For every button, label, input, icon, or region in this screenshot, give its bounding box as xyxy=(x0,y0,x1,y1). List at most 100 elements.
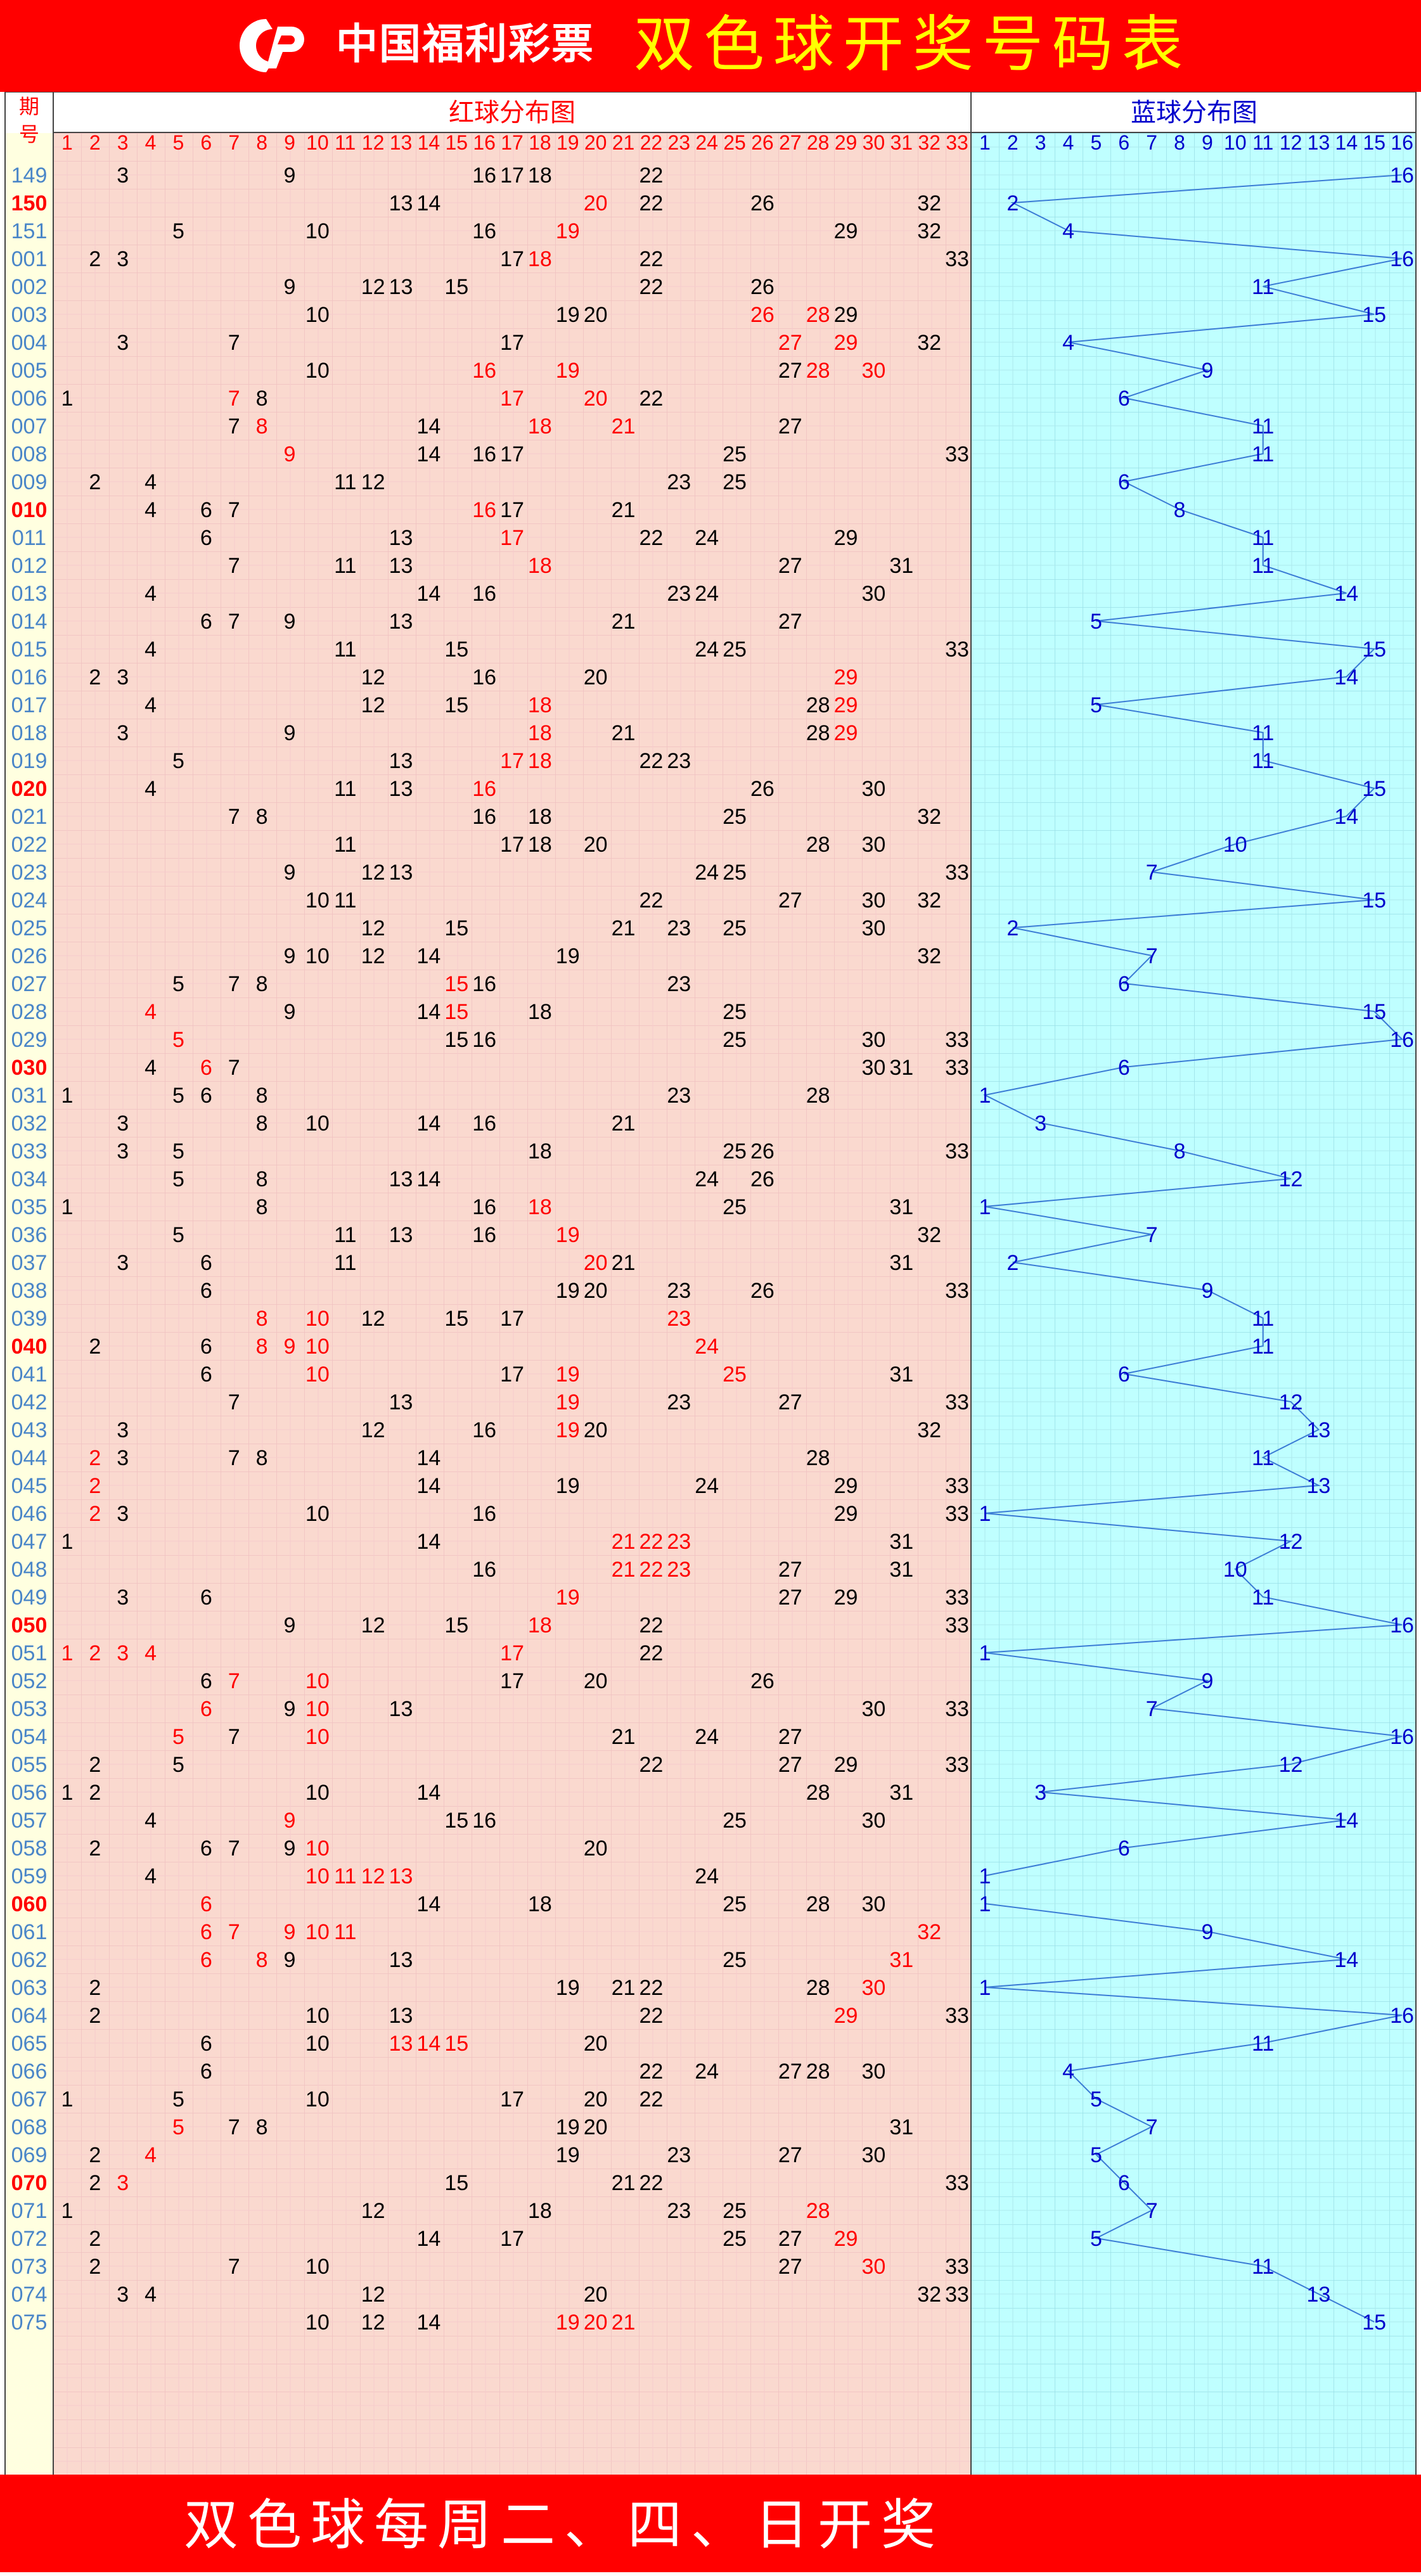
red-ball-30: 30 xyxy=(862,777,886,801)
red-ball-33: 33 xyxy=(945,1502,969,1526)
period-number: 062 xyxy=(11,1948,48,1972)
blue-ball-15: 15 xyxy=(1362,638,1386,662)
red-ball-31: 31 xyxy=(889,1195,913,1219)
red-ball-19: 19 xyxy=(556,359,580,383)
red-ball-10: 10 xyxy=(305,1502,330,1526)
red-ball-13: 13 xyxy=(389,749,413,773)
red-ball-2: 2 xyxy=(89,1474,101,1498)
red-ball-28: 28 xyxy=(806,833,830,857)
red-ball-5: 5 xyxy=(172,1028,184,1052)
red-ball-7: 7 xyxy=(228,1920,240,1944)
period-number: 073 xyxy=(11,2255,48,2279)
red-ball-13: 13 xyxy=(389,526,413,550)
blue-ball-2: 2 xyxy=(1006,916,1019,940)
red-ball-7: 7 xyxy=(228,972,240,996)
red-ball-2: 2 xyxy=(89,1753,101,1777)
red-ball-2: 2 xyxy=(89,1641,101,1665)
period-number: 046 xyxy=(11,1502,48,1526)
blue-ball-11: 11 xyxy=(1252,721,1274,745)
red-ball-13: 13 xyxy=(389,1167,413,1191)
red-ball-30: 30 xyxy=(862,1976,886,2000)
red-ball-4: 4 xyxy=(145,638,157,662)
red-ball-23: 23 xyxy=(667,1390,691,1414)
draw-schedule-text: 双色球每周二、四、日开奖 xyxy=(184,2494,944,2557)
red-ball-4: 4 xyxy=(145,582,157,606)
red-ball-27: 27 xyxy=(778,610,802,634)
red-ball-7: 7 xyxy=(228,805,240,829)
red-ball-1: 1 xyxy=(61,1781,73,1805)
red-ball-9: 9 xyxy=(284,1836,296,1861)
red-ball-31: 31 xyxy=(889,1530,913,1554)
draw-row-046: 046 2 3 10 16 29 33 xyxy=(11,1502,969,1526)
red-ball-18: 18 xyxy=(528,247,552,271)
period-number: 069 xyxy=(11,2143,48,2167)
red-ball-7: 7 xyxy=(228,1056,240,1080)
period-number: 050 xyxy=(11,1613,48,1637)
blue-ball-14: 14 xyxy=(1334,1809,1358,1833)
blue-ball-11: 11 xyxy=(1252,1446,1274,1470)
blue-number-header-2: 2 xyxy=(1007,131,1019,154)
red-ball-3: 3 xyxy=(117,1251,129,1275)
page-title: 双色球开奖号码表 xyxy=(634,9,1192,80)
red-ball-33: 33 xyxy=(945,1279,969,1303)
blue-ball-6: 6 xyxy=(1118,972,1130,996)
period-number: 009 xyxy=(11,470,48,494)
period-number: 023 xyxy=(11,861,48,885)
red-ball-28: 28 xyxy=(806,721,830,745)
red-ball-5: 5 xyxy=(172,1223,184,1247)
red-ball-12: 12 xyxy=(361,665,385,689)
red-ball-22: 22 xyxy=(639,191,663,215)
draw-row-149: 149 3 9 16 17 18 22 xyxy=(11,163,664,188)
period-number: 011 xyxy=(12,526,46,550)
red-ball-2: 2 xyxy=(89,2171,101,2195)
blue-ball-5: 5 xyxy=(1090,2143,1102,2167)
blue-ball-11: 11 xyxy=(1252,2032,1274,2056)
red-ball-7: 7 xyxy=(228,1446,240,1470)
period-number: 071 xyxy=(11,2199,48,2223)
red-ball-21: 21 xyxy=(612,1530,636,1554)
red-ball-27: 27 xyxy=(778,359,802,383)
red-ball-7: 7 xyxy=(228,1669,240,1693)
red-ball-19: 19 xyxy=(556,1474,580,1498)
red-ball-20: 20 xyxy=(584,2283,608,2307)
blue-ball-14: 14 xyxy=(1334,582,1358,606)
draw-row-008: 008 9 14 16 17 25 33 xyxy=(11,442,969,466)
red-ball-27: 27 xyxy=(778,2255,802,2279)
red-ball-6: 6 xyxy=(200,1084,212,1108)
red-ball-21: 21 xyxy=(612,1112,636,1136)
red-ball-2: 2 xyxy=(89,1502,101,1526)
red-ball-20: 20 xyxy=(584,1418,608,1442)
red-ball-9: 9 xyxy=(284,442,296,466)
red-ball-18: 18 xyxy=(528,693,552,717)
red-ball-33: 33 xyxy=(945,442,969,466)
red-ball-18: 18 xyxy=(528,805,552,829)
period-number: 005 xyxy=(11,359,48,383)
red-ball-13: 13 xyxy=(389,1223,413,1247)
red-ball-10: 10 xyxy=(305,1864,330,1888)
draw-row-021: 021 7 8 16 18 25 32 xyxy=(11,805,941,829)
blue-ball-2: 2 xyxy=(1006,1251,1019,1275)
red-ball-15: 15 xyxy=(444,275,468,299)
red-ball-14: 14 xyxy=(416,2032,440,2056)
red-ball-27: 27 xyxy=(778,888,802,913)
red-ball-2: 2 xyxy=(89,1446,101,1470)
period-number: 026 xyxy=(11,944,48,968)
red-ball-25: 25 xyxy=(723,1139,747,1163)
red-ball-1: 1 xyxy=(61,2087,73,2111)
red-ball-24: 24 xyxy=(695,1474,719,1498)
red-ball-22: 22 xyxy=(639,749,663,773)
red-ball-30: 30 xyxy=(862,1056,886,1080)
red-ball-18: 18 xyxy=(528,833,552,857)
red-ball-3: 3 xyxy=(117,665,129,689)
draw-row-013: 013 4 14 16 23 24 30 xyxy=(11,582,886,606)
red-ball-14: 14 xyxy=(416,1167,440,1191)
blue-ball-1: 1 xyxy=(979,1892,991,1916)
red-ball-31: 31 xyxy=(889,554,913,578)
red-ball-14: 14 xyxy=(416,1446,440,1470)
red-ball-22: 22 xyxy=(639,526,663,550)
period-number: 049 xyxy=(11,1586,48,1610)
red-ball-9: 9 xyxy=(284,1000,296,1024)
red-ball-17: 17 xyxy=(500,2087,524,2111)
draw-row-012: 012 7 11 13 18 27 31 xyxy=(11,554,914,578)
red-ball-23: 23 xyxy=(667,1558,691,1582)
